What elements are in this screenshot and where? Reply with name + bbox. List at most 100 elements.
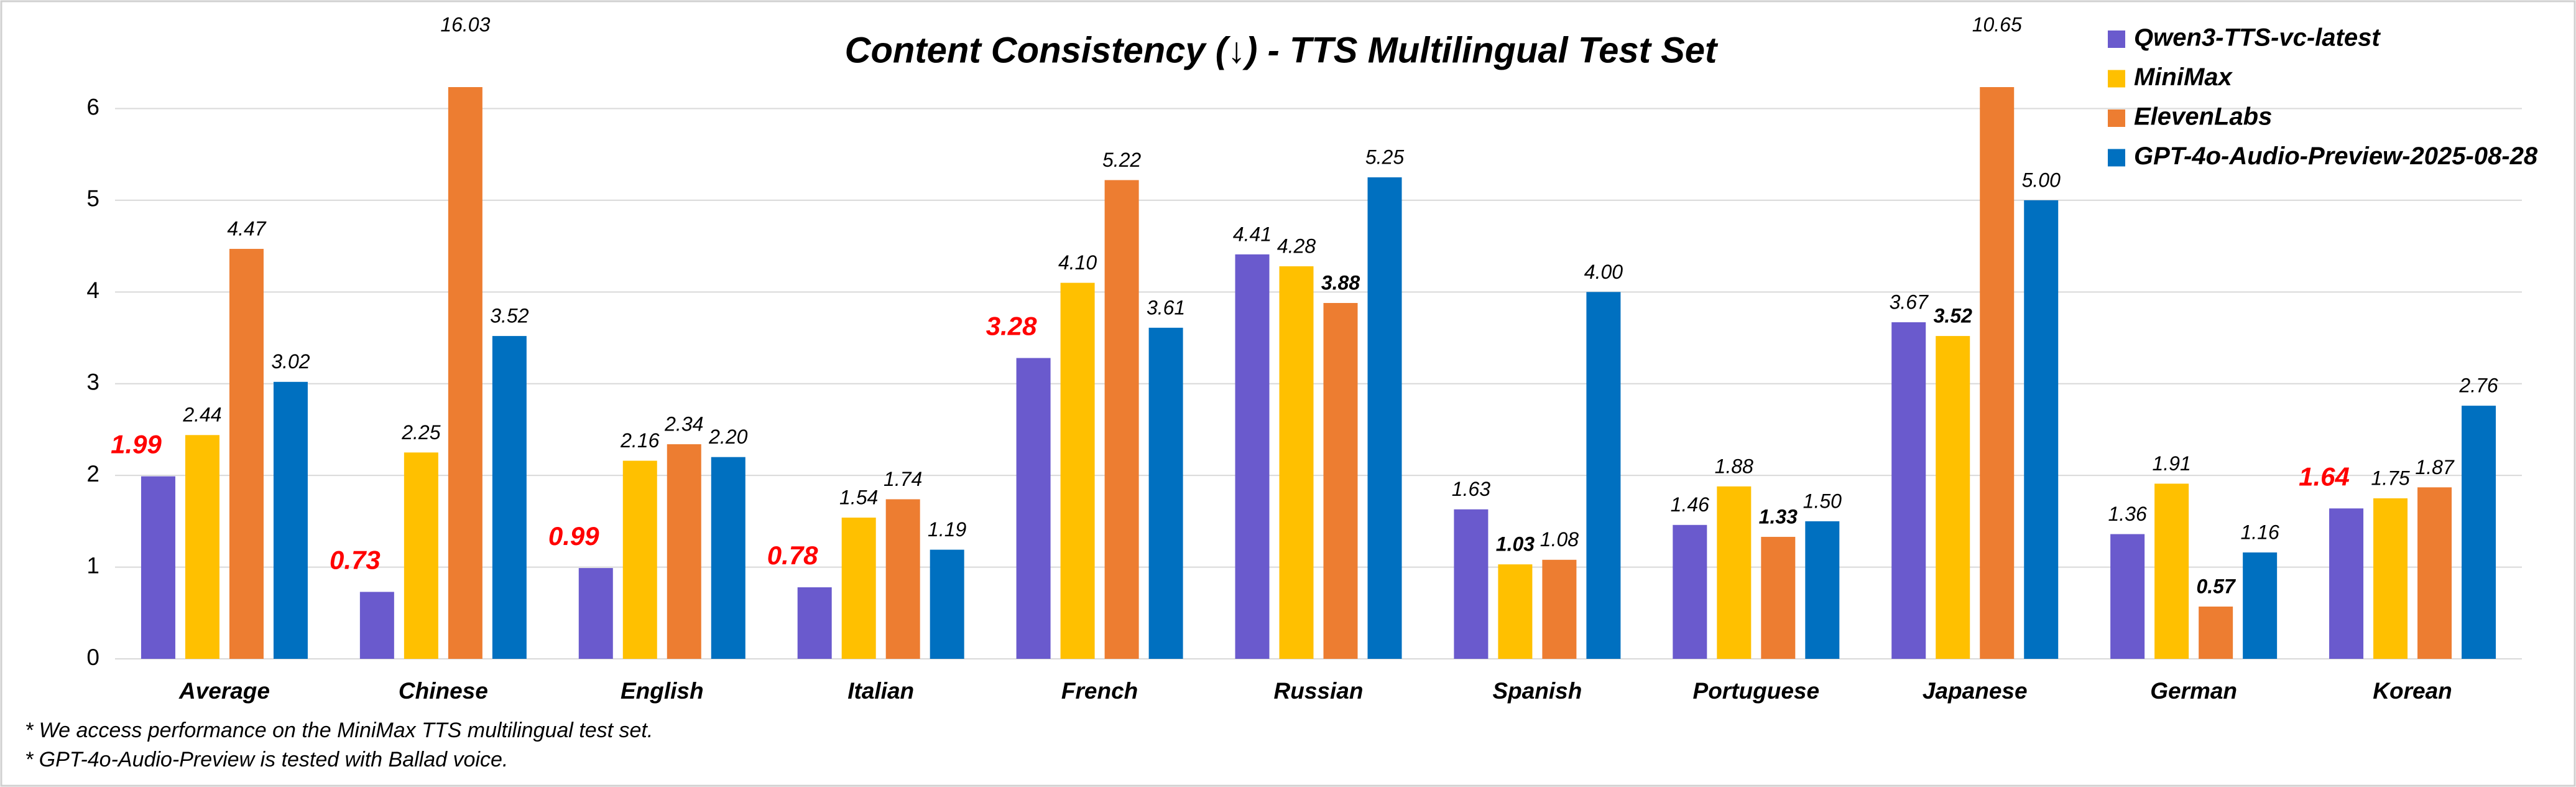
- bar: [404, 452, 438, 659]
- x-tick-label: Spanish: [1492, 678, 1582, 704]
- chart-title: Content Consistency (↓) - TTS Multilingu…: [845, 30, 1719, 70]
- data-label: 1.88: [1715, 455, 1753, 477]
- footnote: * We access performance on the MiniMax T…: [25, 719, 653, 742]
- data-label: 5.00: [2022, 169, 2061, 191]
- y-tick-label: 2: [86, 461, 99, 487]
- data-label: 1.33: [1759, 505, 1798, 528]
- data-label: 0.57: [2196, 575, 2236, 597]
- data-label: 0.99: [548, 521, 599, 551]
- y-tick-label: 0: [86, 645, 99, 670]
- bar: [1805, 521, 1840, 659]
- data-label: 16.03: [440, 13, 490, 35]
- bar: [1761, 536, 1796, 659]
- data-label: 2.44: [182, 404, 221, 426]
- data-label: 4.28: [1277, 235, 1316, 257]
- bar: [1367, 177, 1402, 659]
- bar: [667, 444, 701, 659]
- bar: [448, 87, 482, 659]
- data-label: 1.19: [928, 518, 966, 541]
- bar: [2417, 487, 2452, 659]
- data-label: 2.16: [620, 429, 659, 452]
- bar: [1454, 509, 1489, 659]
- footnote: * GPT-4o-Audio-Preview is tested with Ba…: [25, 748, 508, 771]
- data-label: 1.75: [2371, 467, 2409, 489]
- x-tick-label: Average: [178, 678, 270, 704]
- data-label: 3.28: [986, 312, 1037, 341]
- data-label: 3.02: [271, 350, 310, 373]
- data-label: 5.25: [1365, 146, 1404, 169]
- x-tick-label: Italian: [847, 678, 914, 704]
- legend-swatch: [2108, 30, 2125, 48]
- data-label: 1.91: [2152, 452, 2191, 475]
- bar: [1586, 292, 1621, 659]
- data-label: 1.99: [111, 430, 162, 459]
- bar: [1980, 87, 2015, 659]
- x-tick-label: Portuguese: [1693, 678, 1820, 704]
- data-label: 2.20: [708, 426, 747, 448]
- data-label: 1.63: [1452, 478, 1490, 500]
- data-label: 3.67: [1890, 291, 1929, 313]
- bar: [1717, 486, 1752, 659]
- bar: [841, 517, 876, 659]
- data-label: 3.61: [1147, 296, 1185, 319]
- data-label: 4.00: [1584, 261, 1623, 283]
- data-label: 0.78: [767, 541, 818, 570]
- data-label: 1.54: [839, 486, 878, 508]
- legend-label: ElevenLabs: [2134, 103, 2272, 131]
- y-tick-label: 1: [86, 552, 99, 578]
- x-tick-label: English: [621, 678, 704, 704]
- bar: [1673, 524, 1707, 659]
- bar: [2024, 200, 2059, 659]
- legend-swatch: [2108, 70, 2125, 88]
- data-label: 4.41: [1233, 223, 1272, 245]
- bar: [1542, 559, 1577, 659]
- x-tick-label: Japanese: [1923, 678, 2028, 704]
- legend-label: GPT-4o-Audio-Preview-2025-08-28: [2134, 142, 2538, 170]
- bar: [1498, 564, 1533, 659]
- y-tick-label: 4: [86, 277, 99, 303]
- bar: [2110, 534, 2145, 659]
- y-tick-label: 6: [86, 94, 99, 119]
- bar: [797, 587, 832, 659]
- x-tick-label: German: [2150, 678, 2237, 704]
- data-label: 1.64: [2299, 462, 2350, 491]
- bar: [1148, 327, 1183, 659]
- legend-swatch: [2108, 109, 2125, 127]
- bar: [359, 592, 394, 659]
- bar: [229, 249, 264, 659]
- data-label: 1.36: [2108, 503, 2146, 525]
- data-label: 1.87: [2415, 456, 2454, 478]
- data-label: 1.16: [2240, 521, 2279, 543]
- x-tick-label: Russian: [1274, 678, 1364, 704]
- bar: [2154, 483, 2189, 659]
- x-tick-label: French: [1061, 678, 1138, 704]
- bar: [885, 499, 920, 659]
- data-label: 10.65: [1972, 13, 2022, 35]
- y-tick-label: 5: [86, 186, 99, 212]
- bar: [578, 568, 613, 659]
- data-label: 3.52: [1934, 305, 1972, 327]
- y-tick-label: 3: [86, 370, 99, 395]
- data-label: 2.25: [401, 421, 440, 444]
- bar: [185, 435, 219, 659]
- bar: [141, 476, 175, 659]
- data-label: 2.76: [2458, 375, 2498, 397]
- data-label: 2.34: [664, 412, 703, 435]
- data-label: 3.88: [1321, 271, 1360, 294]
- data-label: 4.10: [1058, 251, 1097, 274]
- bar: [930, 549, 964, 659]
- legend-swatch: [2108, 149, 2125, 167]
- bar: [1279, 266, 1314, 659]
- legend-label: Qwen3-TTS-vc-latest: [2134, 24, 2381, 52]
- data-label: 4.47: [227, 217, 266, 240]
- x-tick-label: Chinese: [399, 678, 488, 704]
- data-label: 1.03: [1496, 533, 1535, 556]
- data-label: 1.50: [1803, 490, 1842, 512]
- data-label: 0.73: [330, 545, 381, 574]
- bar: [1104, 180, 1139, 659]
- bar: [1891, 322, 1926, 659]
- bar: [492, 336, 527, 659]
- data-label: 5.22: [1102, 149, 1141, 171]
- bar: [622, 460, 657, 659]
